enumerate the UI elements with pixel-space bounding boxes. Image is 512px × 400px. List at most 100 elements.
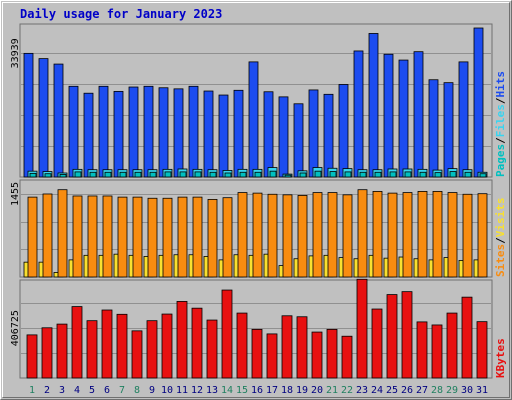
series-legend: Sites/Visits — [494, 198, 507, 278]
bar-sites-day-27 — [417, 191, 428, 278]
legend-entry: Sites — [494, 244, 507, 277]
bar-hits-day-24 — [368, 33, 379, 178]
bar-sites-day-9 — [147, 197, 158, 278]
bar-pages-day-2 — [44, 173, 52, 178]
bar-hits-day-11 — [173, 88, 184, 178]
x-tick-label: 6 — [104, 385, 110, 396]
bar-pages-day-24 — [374, 171, 382, 178]
bar-pages-day-20 — [314, 170, 322, 178]
bar-pages-day-12 — [194, 171, 202, 178]
bar-kbytes-day-1 — [26, 334, 38, 379]
bar-pages-day-9 — [149, 171, 157, 178]
bar-sites-day-11 — [177, 196, 188, 278]
x-tick-label: 15 — [236, 385, 248, 396]
bar-sites-day-5 — [87, 195, 98, 278]
bar-kbytes-day-25 — [386, 294, 398, 379]
bar-pages-day-27 — [419, 171, 427, 178]
bar-hits-day-28 — [428, 79, 439, 178]
bar-pages-day-4 — [74, 171, 82, 178]
bar-pages-day-30 — [464, 171, 472, 178]
x-tick-label: 1 — [29, 385, 35, 396]
bar-kbytes-day-17 — [266, 333, 278, 379]
bar-sites-day-20 — [312, 192, 323, 278]
bar-sites-day-17 — [267, 193, 278, 278]
bar-sites-day-16 — [252, 192, 263, 278]
bar-kbytes-day-22 — [341, 335, 353, 379]
legend-entry: / — [494, 97, 507, 104]
bar-kbytes-day-15 — [236, 312, 248, 379]
bar-sites-day-25 — [387, 192, 398, 278]
bar-kbytes-day-19 — [296, 316, 308, 379]
bar-hits-day-12 — [188, 85, 199, 178]
y-tick-label: 1455 — [10, 182, 21, 206]
bar-kbytes-day-24 — [371, 308, 383, 379]
legend-entry: KBytes — [494, 338, 507, 378]
x-tick-label: 13 — [206, 385, 218, 396]
bar-hits-day-31 — [473, 27, 484, 178]
bar-pages-day-13 — [209, 171, 217, 178]
x-tick-label: 10 — [161, 385, 173, 396]
x-tick-label: 28 — [431, 385, 443, 396]
bar-pages-day-26 — [404, 171, 412, 178]
x-tick-label: 19 — [296, 385, 308, 396]
x-tick-label: 24 — [371, 385, 383, 396]
bar-kbytes-day-30 — [461, 296, 473, 379]
bar-sites-day-22 — [342, 194, 353, 278]
x-tick-label: 16 — [251, 385, 263, 396]
bar-kbytes-day-23 — [356, 278, 368, 379]
bar-hits-day-8 — [128, 86, 139, 178]
bar-kbytes-day-27 — [416, 321, 428, 379]
bar-pages-day-7 — [119, 171, 127, 178]
x-tick-label: 4 — [74, 385, 80, 396]
y-tick-label: 33939 — [10, 38, 21, 68]
bar-sites-day-7 — [117, 196, 128, 278]
bar-pages-day-1 — [29, 172, 37, 178]
bar-pages-day-5 — [89, 171, 97, 178]
bar-hits-day-1 — [23, 52, 34, 178]
bar-kbytes-day-8 — [131, 330, 143, 379]
series-legend: Pages/Files/Hits — [494, 71, 507, 177]
bar-hits-day-9 — [143, 85, 154, 178]
bar-kbytes-day-16 — [251, 328, 263, 379]
bar-hits-day-29 — [443, 82, 454, 178]
bar-sites-day-15 — [237, 192, 248, 278]
bar-kbytes-day-28 — [431, 324, 443, 379]
x-tick-label: 2 — [44, 385, 50, 396]
legend-entry: Visits — [494, 198, 507, 238]
bar-kbytes-day-12 — [191, 307, 203, 379]
bar-kbytes-day-4 — [71, 306, 83, 379]
bar-hits-day-20 — [308, 89, 319, 178]
bar-pages-day-22 — [344, 171, 352, 178]
bar-pages-day-25 — [389, 171, 397, 178]
bar-pages-day-21 — [329, 171, 337, 178]
bar-hits-day-17 — [263, 91, 274, 178]
x-tick-label: 3 — [59, 385, 65, 396]
bar-pages-day-6 — [104, 171, 112, 178]
bar-sites-day-29 — [447, 192, 458, 278]
bar-hits-day-13 — [203, 90, 214, 178]
bar-kbytes-day-29 — [446, 312, 458, 379]
x-tick-label: 20 — [311, 385, 323, 396]
bar-kbytes-day-7 — [116, 313, 128, 379]
x-tick-label: 23 — [356, 385, 368, 396]
bar-hits-day-4 — [68, 85, 79, 178]
bar-hits-day-22 — [338, 84, 349, 178]
bar-kbytes-day-21 — [326, 328, 338, 379]
bar-sites-day-30 — [462, 193, 473, 278]
bar-hits-day-30 — [458, 61, 469, 178]
bar-sites-day-19 — [297, 195, 308, 278]
bar-hits-day-2 — [38, 58, 49, 178]
x-tick-label: 25 — [386, 385, 398, 396]
x-tick-label: 22 — [341, 385, 353, 396]
bar-kbytes-day-20 — [311, 331, 323, 379]
bar-sites-day-18 — [282, 194, 293, 278]
x-tick-label: 31 — [476, 385, 488, 396]
bar-hits-day-27 — [413, 51, 424, 178]
bar-pages-day-15 — [239, 171, 247, 178]
bar-pages-day-17 — [269, 170, 277, 178]
legend-entry: Files — [494, 104, 507, 137]
bar-pages-day-28 — [434, 172, 442, 178]
bar-kbytes-day-31 — [476, 321, 488, 379]
bar-pages-day-8 — [134, 171, 142, 178]
